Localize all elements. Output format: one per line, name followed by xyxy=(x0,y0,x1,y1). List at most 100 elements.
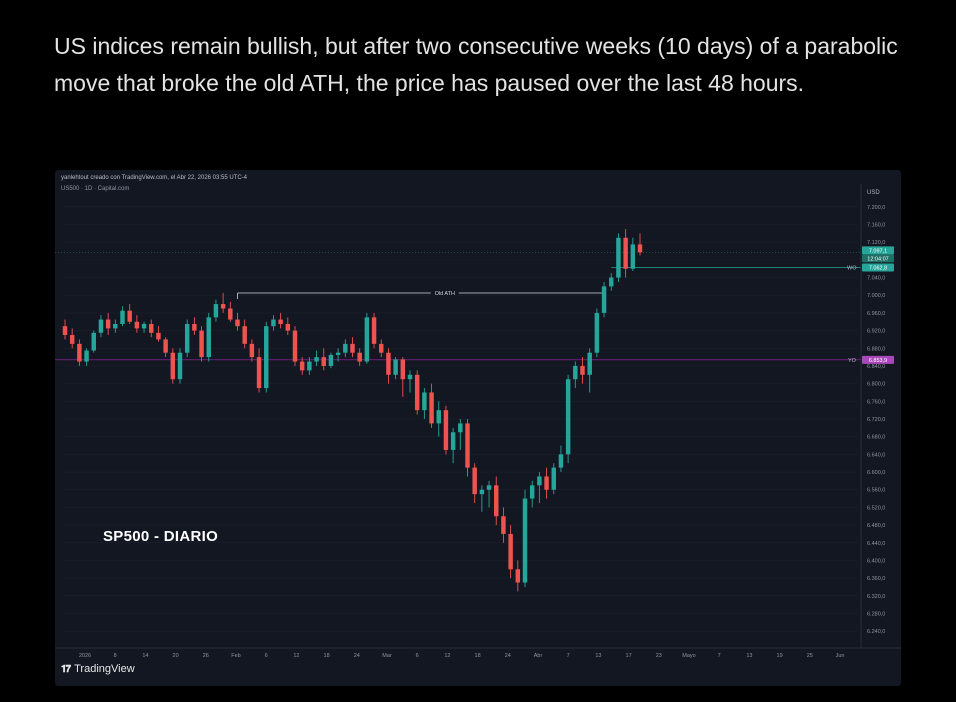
candle-body xyxy=(537,476,542,486)
candle-body xyxy=(192,323,197,331)
x-tick-label: 6 xyxy=(416,653,419,659)
tradingview-logo-icon: 𝟏𝟕 xyxy=(61,663,71,675)
y-tick-label: 6.560,0 xyxy=(867,488,885,494)
price-tags: 7.097,1 12:04:07 7.062,8 6.853,9 WO YO xyxy=(847,246,894,364)
candle-body xyxy=(141,323,147,329)
ath-label: Old ATH xyxy=(435,291,455,297)
candle-body xyxy=(98,319,104,333)
candle-body xyxy=(256,357,262,389)
candle-body xyxy=(220,304,226,309)
candle-body xyxy=(69,335,75,344)
x-tick-label: 7 xyxy=(718,653,721,659)
x-tick-label: 2026 xyxy=(79,653,91,659)
candle-body xyxy=(314,357,319,362)
candle-body xyxy=(170,352,176,380)
wo-tag: WO xyxy=(847,265,857,271)
candle-body xyxy=(278,319,283,324)
candle-body xyxy=(134,321,140,329)
candle-body xyxy=(544,476,549,490)
candle-body xyxy=(235,319,240,327)
currency-label: USD xyxy=(867,190,880,196)
candle-body xyxy=(371,317,377,344)
last-price-tag: 7.097,1 xyxy=(869,248,887,254)
candle-body xyxy=(609,277,614,287)
x-tick-label: 24 xyxy=(505,653,511,659)
y-tick-label: 6.280,0 xyxy=(867,611,885,617)
y-tick-label: 6.360,0 xyxy=(867,576,885,582)
post-text: US indices remain bullish, but after two… xyxy=(54,33,898,96)
candle-body xyxy=(163,339,168,353)
candle-body xyxy=(84,350,89,362)
candle-body xyxy=(91,332,96,351)
y-tick-label: 6.640,0 xyxy=(867,452,885,458)
y-tick-label: 6.480,0 xyxy=(867,523,885,529)
yo-price-tag-bg xyxy=(862,355,894,364)
candle-body xyxy=(422,392,427,411)
x-tick-label: Jun xyxy=(836,653,845,659)
candle-body xyxy=(364,317,370,362)
candlestick-plot: Old ATH USD7.200,07.160,07.120,07.080,07… xyxy=(55,170,901,686)
candle-body xyxy=(558,454,564,468)
y-tick-label: 6.800,0 xyxy=(867,382,885,388)
countdown-tag: 12:04:07 xyxy=(867,256,888,262)
candle-body xyxy=(472,467,477,495)
x-tick-label: Abr xyxy=(534,653,543,659)
candle-body xyxy=(350,343,355,353)
candles xyxy=(62,228,643,592)
candle-body xyxy=(120,310,125,324)
candle-body xyxy=(113,323,118,329)
chart-caption: SP500 - DIARIO xyxy=(103,528,219,545)
candle-body xyxy=(429,392,434,424)
x-tick-label: 12 xyxy=(293,653,299,659)
candle-body xyxy=(407,374,413,380)
x-tick-label: 20 xyxy=(173,653,179,659)
candle-body xyxy=(206,317,211,358)
y-tick-label: 6.960,0 xyxy=(867,311,885,317)
candle-body xyxy=(515,569,521,583)
candle-body xyxy=(436,410,441,424)
x-tick-label: 19 xyxy=(777,653,783,659)
candle-body xyxy=(184,323,190,353)
candle-body xyxy=(357,352,362,362)
candle-body xyxy=(465,423,470,468)
y-tick-label: 7.160,0 xyxy=(867,223,885,229)
y-tick-label: 7.200,0 xyxy=(867,205,885,211)
candle-body xyxy=(242,326,247,344)
y-tick-label: 6.320,0 xyxy=(867,594,885,600)
candle-body xyxy=(199,330,204,358)
y-tick-label: 6.880,0 xyxy=(867,346,885,352)
candle-body xyxy=(105,319,111,329)
yo-price-tag: 6.853,9 xyxy=(869,358,887,364)
x-tick-label: 13 xyxy=(746,653,752,659)
candle-body xyxy=(508,533,513,570)
candle-body xyxy=(400,359,406,380)
x-tick-label: 17 xyxy=(626,653,632,659)
ath-label-bg xyxy=(430,289,459,298)
x-tick-label: 26 xyxy=(203,653,209,659)
x-tick-label: 6 xyxy=(265,653,268,659)
x-tick-label: 14 xyxy=(142,653,148,659)
candle-body xyxy=(299,361,305,371)
chart-symbol: US500 · 1D · Capital.com xyxy=(61,186,130,192)
y-tick-label: 6.720,0 xyxy=(867,417,885,423)
tradingview-brand: TradingView xyxy=(74,663,135,675)
candle-body xyxy=(393,359,398,375)
candle-body xyxy=(630,244,636,269)
candle-body xyxy=(292,330,298,362)
x-tick-label: 7 xyxy=(567,653,570,659)
candle-body xyxy=(450,432,456,450)
candle-body xyxy=(177,352,183,380)
last-price-tag-bg xyxy=(862,246,894,255)
x-tick-label: 12 xyxy=(444,653,450,659)
candle-body xyxy=(213,304,219,318)
candle-body xyxy=(228,308,233,320)
candle-body xyxy=(594,312,600,353)
x-tick-label: 18 xyxy=(475,653,481,659)
candle-body xyxy=(637,244,643,253)
x-tick-label: 23 xyxy=(656,653,662,659)
candle-body xyxy=(149,323,154,333)
y-tick-label: 6.440,0 xyxy=(867,541,885,547)
x-tick-label: 8 xyxy=(114,653,117,659)
y-tick-label: 6.680,0 xyxy=(867,435,885,441)
candle-body xyxy=(386,352,391,375)
